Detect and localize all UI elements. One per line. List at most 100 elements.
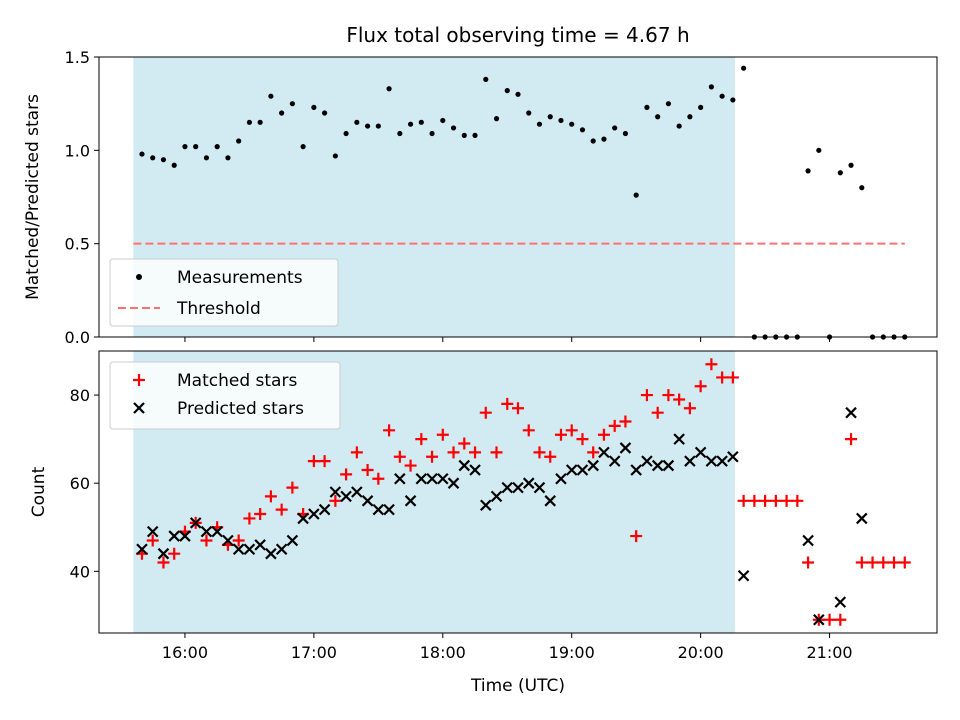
predicted-star-point — [415, 473, 428, 485]
measurements-legend-marker — [136, 274, 142, 280]
predicted-star-point — [297, 512, 309, 525]
matched-star-point — [640, 389, 653, 402]
matched-star-point — [512, 402, 524, 415]
measurement-point — [644, 104, 650, 110]
predicted-star-point — [469, 464, 481, 476]
measurement-point — [182, 144, 188, 150]
measurement-point — [719, 93, 725, 99]
measurement-point — [150, 155, 156, 161]
matched-star-point — [651, 406, 664, 419]
measurement-point — [590, 138, 596, 144]
measurement-point — [483, 76, 489, 82]
bottom-marks — [135, 358, 911, 626]
measurements-legend-label: Measurements — [177, 268, 303, 288]
predicted-star-point — [426, 473, 438, 485]
measurement-point — [343, 130, 349, 137]
measurement-point — [515, 91, 521, 97]
predicted-star-point — [318, 503, 331, 516]
matched-star-point — [254, 508, 267, 521]
matched-star-point — [587, 446, 600, 459]
matched-star-point — [501, 397, 514, 410]
matched-star-point — [866, 556, 879, 569]
x-tick-label: 19:00 — [549, 643, 595, 662]
predicted-star-point — [598, 446, 610, 459]
measurement-point — [375, 123, 381, 129]
measurement-point — [730, 97, 736, 103]
predicted-star-point — [813, 614, 825, 626]
measurement-point — [450, 125, 457, 131]
predicted-star-point — [157, 547, 170, 560]
predicted-star-point — [845, 406, 857, 419]
predicted-star-point — [179, 530, 191, 542]
predicted-star-point — [641, 455, 653, 467]
matched-star-point — [479, 406, 492, 419]
predicted-star-point — [522, 477, 535, 489]
matched-star-point — [469, 446, 482, 459]
matched-star-point — [426, 450, 439, 463]
matched-star-point — [845, 433, 858, 446]
matched-star-point — [232, 534, 245, 547]
matched-star-point — [576, 433, 589, 446]
matched-star-point — [780, 494, 793, 507]
measurement-point — [171, 162, 177, 168]
predicted-star-point — [716, 455, 728, 467]
predicted-star-point — [533, 481, 546, 494]
top-y-axis: 0.0 0.5 1.0 1.5 — [65, 48, 99, 347]
measurement-point — [848, 162, 854, 168]
matched-star-point — [877, 556, 890, 569]
matched-star-point — [404, 459, 417, 472]
bottom-x-axis: 16:00 17:00 18:00 19:00 20:00 21:00 — [162, 633, 853, 662]
matched-star-point — [490, 446, 503, 459]
matched-star-point — [340, 468, 353, 481]
matched-star-point — [458, 437, 471, 450]
predicted-star-point — [222, 534, 234, 547]
predicted-star-point — [651, 459, 664, 472]
predicted-star-point — [630, 464, 642, 476]
measurement-point — [805, 168, 811, 174]
predicted-star-point — [619, 442, 632, 454]
matched-star-point — [855, 556, 868, 569]
predicted-star-point — [512, 481, 524, 494]
measurement-point — [622, 130, 629, 137]
matched-star-point — [307, 455, 320, 468]
threshold-legend-label: Threshold — [176, 299, 261, 319]
matched-star-point — [630, 530, 643, 543]
measurement-point — [300, 144, 306, 150]
matched-star-point — [544, 450, 557, 463]
matched-star-point — [200, 534, 213, 547]
predicted-star-point — [490, 490, 503, 503]
predicted-star-point — [372, 503, 385, 516]
predicted-star-point — [200, 525, 213, 538]
matched-legend-label: Matched stars — [177, 371, 297, 391]
measurement-point — [579, 127, 586, 133]
matched-star-point — [597, 428, 610, 441]
matched-star-point — [726, 371, 739, 384]
x-tick-label: 16:00 — [162, 643, 208, 662]
measurement-point — [354, 119, 360, 125]
measurement-point — [225, 155, 231, 161]
matched-star-point — [823, 613, 836, 626]
predicted-star-point — [727, 450, 739, 463]
matched-star-point — [146, 534, 159, 547]
measurement-point — [504, 88, 510, 94]
matched-legend-marker — [133, 374, 145, 386]
matched-star-point — [662, 389, 675, 402]
predicted-legend-label: Predicted stars — [177, 399, 304, 419]
matched-star-point — [533, 446, 546, 459]
matched-star-point — [286, 481, 299, 494]
measurement-point — [397, 130, 403, 137]
measurement-point — [193, 144, 199, 150]
chart-title: Flux total observing time = 4.67 h — [346, 23, 689, 47]
predicted-star-point — [340, 490, 352, 503]
predicted-star-point — [383, 503, 395, 516]
matched-star-point — [694, 380, 707, 393]
bottom-legend: Matched stars Predicted stars — [109, 361, 341, 430]
bottom-legend-box — [109, 361, 341, 430]
bottom-frame — [98, 350, 938, 634]
matched-star-point — [888, 556, 901, 569]
matched-star-point — [243, 512, 256, 525]
measurement-point — [257, 119, 263, 125]
y-tick-label: 40 — [70, 562, 90, 581]
matched-star-point — [565, 424, 578, 437]
bottom-y-label: Count — [29, 466, 49, 517]
